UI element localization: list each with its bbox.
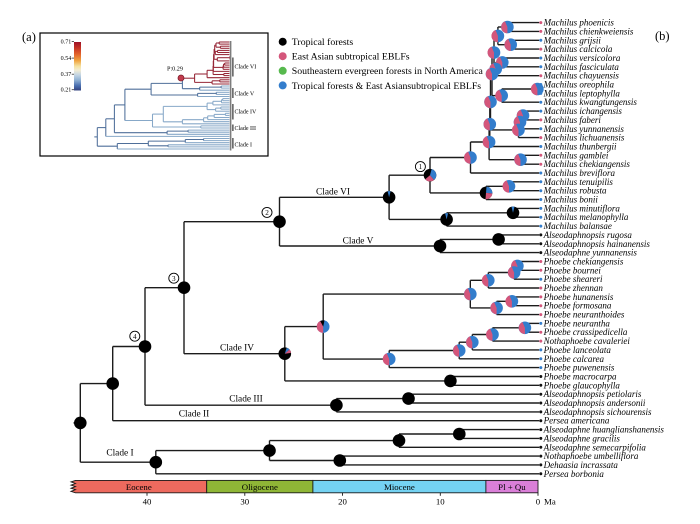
svg-text:Clade IV: Clade IV xyxy=(220,344,254,354)
svg-text:Phoebe puwenensis: Phoebe puwenensis xyxy=(543,363,615,373)
svg-text:Clade IV: Clade IV xyxy=(235,110,257,116)
svg-text:Nothaphoebe umbelliflora: Nothaphoebe umbelliflora xyxy=(543,451,639,461)
svg-text:Oligocene: Oligocene xyxy=(242,482,278,492)
svg-text:Clade V: Clade V xyxy=(235,92,255,98)
svg-text:East Asian subtropical EBLFs: East Asian subtropical EBLFs xyxy=(292,52,410,63)
svg-text:Clade VI: Clade VI xyxy=(316,188,350,198)
svg-text:Alseodaphne huanglianshanensis: Alseodaphne huanglianshanensis xyxy=(543,425,665,435)
svg-text:Phoebe bournei: Phoebe bournei xyxy=(543,265,602,275)
svg-text:Machilus faberi: Machilus faberi xyxy=(543,115,602,125)
svg-text:10: 10 xyxy=(436,497,445,507)
svg-text:Phoebe chekiangensis: Phoebe chekiangensis xyxy=(543,257,624,267)
svg-text:Machilus chienkweiensis: Machilus chienkweiensis xyxy=(543,26,634,36)
svg-text:Clade III: Clade III xyxy=(235,126,257,132)
svg-text:Phoebe crassipedicella: Phoebe crassipedicella xyxy=(543,327,628,337)
svg-text:Alseodaphnopsis andersonii: Alseodaphnopsis andersonii xyxy=(543,398,646,408)
svg-text:0: 0 xyxy=(536,497,541,507)
svg-text:Machilus minutiflora: Machilus minutiflora xyxy=(543,203,621,213)
svg-text:Machilus thunbergii: Machilus thunbergii xyxy=(543,142,617,152)
svg-text:Southeastern evergreen forests: Southeastern evergreen forests in North … xyxy=(292,66,484,77)
svg-text:30: 30 xyxy=(240,497,249,507)
svg-text:Phoebe hunanensis: Phoebe hunanensis xyxy=(543,292,614,302)
svg-text:3: 3 xyxy=(172,275,176,283)
svg-text:Alseodaphne semecarpifolia: Alseodaphne semecarpifolia xyxy=(543,442,647,452)
svg-text:Phoebe neuranthoides: Phoebe neuranthoides xyxy=(543,310,625,320)
svg-text:Alseodaphnopsis sichourensis: Alseodaphnopsis sichourensis xyxy=(543,407,652,417)
svg-text:Clade I: Clade I xyxy=(106,448,133,458)
svg-text:Pl + Qu: Pl + Qu xyxy=(498,482,526,492)
svg-text:0.54: 0.54 xyxy=(61,56,72,62)
svg-text:20: 20 xyxy=(338,497,347,507)
svg-text:Machilus ichangensis: Machilus ichangensis xyxy=(543,106,623,116)
svg-text:Machilus fasciculata: Machilus fasciculata xyxy=(543,62,620,72)
svg-text:Machilus breviflora: Machilus breviflora xyxy=(543,168,616,178)
svg-text:Tropical forests: Tropical forests xyxy=(292,37,354,48)
svg-text:Nothaphoebe cavaleriei: Nothaphoebe cavaleriei xyxy=(543,336,631,346)
svg-text:Miocene: Miocene xyxy=(384,482,415,492)
svg-text:Persea borbonia: Persea borbonia xyxy=(543,469,605,479)
svg-text:Machilus yunnanensis: Machilus yunnanensis xyxy=(543,124,625,134)
svg-text:Persea americana: Persea americana xyxy=(543,416,610,426)
svg-text:40: 40 xyxy=(143,497,152,507)
svg-text:Alseodaphne yunnanensis: Alseodaphne yunnanensis xyxy=(543,248,638,258)
svg-text:Machilus phoenicis: Machilus phoenicis xyxy=(543,18,615,28)
svg-text:Alseodaphne gracilis: Alseodaphne gracilis xyxy=(543,433,621,443)
svg-text:Machilus leptophylla: Machilus leptophylla xyxy=(543,88,621,98)
svg-text:Alseodaphnopsis petiolaris: Alseodaphnopsis petiolaris xyxy=(543,389,642,399)
svg-text:Phoebe sheareri: Phoebe sheareri xyxy=(543,274,603,284)
svg-text:Phoebe formosana: Phoebe formosana xyxy=(543,301,612,311)
svg-text:Machilus calcicola: Machilus calcicola xyxy=(543,44,613,54)
svg-text:Machilus grijsii: Machilus grijsii xyxy=(543,35,602,45)
svg-text:Machilus kwangtungensis: Machilus kwangtungensis xyxy=(543,97,638,107)
svg-text:Machilus robusta: Machilus robusta xyxy=(543,186,607,196)
svg-text:Alseodaphnopsis rugosa: Alseodaphnopsis rugosa xyxy=(543,230,633,240)
svg-text:Clade III: Clade III xyxy=(229,395,263,405)
svg-text:Machilus gamblei: Machilus gamblei xyxy=(543,150,609,160)
svg-text:Machilus lichuanensis: Machilus lichuanensis xyxy=(543,133,625,143)
svg-text:Clade II: Clade II xyxy=(179,409,209,419)
svg-text:Machilus oreophila: Machilus oreophila xyxy=(543,80,615,90)
svg-text:0.21: 0.21 xyxy=(61,88,72,94)
svg-text:Phoebe glaucophylla: Phoebe glaucophylla xyxy=(543,380,621,390)
svg-text:Machilus versicolora: Machilus versicolora xyxy=(543,53,621,63)
svg-text:1: 1 xyxy=(419,163,423,171)
svg-text:4: 4 xyxy=(133,333,137,341)
svg-text:Phoebe lanceolata: Phoebe lanceolata xyxy=(543,345,612,355)
svg-text:Clade I: Clade I xyxy=(235,143,253,149)
svg-text:0.71: 0.71 xyxy=(61,40,72,46)
svg-text:Phoebe neurantha: Phoebe neurantha xyxy=(543,318,611,328)
svg-text:Machilus melanophylla: Machilus melanophylla xyxy=(543,212,629,222)
svg-text:Machilus tenuipilis: Machilus tenuipilis xyxy=(543,177,614,187)
svg-text:Dehaasia incrassata: Dehaasia incrassata xyxy=(543,460,619,470)
svg-text:Tropical forests & East Asians: Tropical forests & East Asiansubtropical… xyxy=(292,81,481,92)
svg-text:0.37: 0.37 xyxy=(61,72,72,78)
svg-text:Machilus balansae: Machilus balansae xyxy=(543,221,612,231)
svg-text:Eocene: Eocene xyxy=(126,482,152,492)
svg-text:Machilus chekiangensis: Machilus chekiangensis xyxy=(543,159,631,169)
svg-text:Clade V: Clade V xyxy=(343,237,374,247)
svg-text:Phoebe zhennan: Phoebe zhennan xyxy=(543,283,604,293)
svg-text:(b): (b) xyxy=(655,29,670,43)
svg-text:Alseodaphnopsis hainanensis: Alseodaphnopsis hainanensis xyxy=(543,239,651,249)
svg-text:Machilus bonii: Machilus bonii xyxy=(543,195,599,205)
svg-text:(a): (a) xyxy=(22,30,36,44)
svg-text:P:0.29: P:0.29 xyxy=(167,66,183,73)
svg-text:Machilus chayuensis: Machilus chayuensis xyxy=(543,71,620,81)
svg-text:Clade VI: Clade VI xyxy=(235,65,257,71)
svg-text:Phoebe calcarea: Phoebe calcarea xyxy=(543,354,605,364)
svg-text:Ma: Ma xyxy=(544,497,556,507)
svg-text:Phoebe macrocarpa: Phoebe macrocarpa xyxy=(543,372,617,382)
svg-text:2: 2 xyxy=(265,209,269,217)
